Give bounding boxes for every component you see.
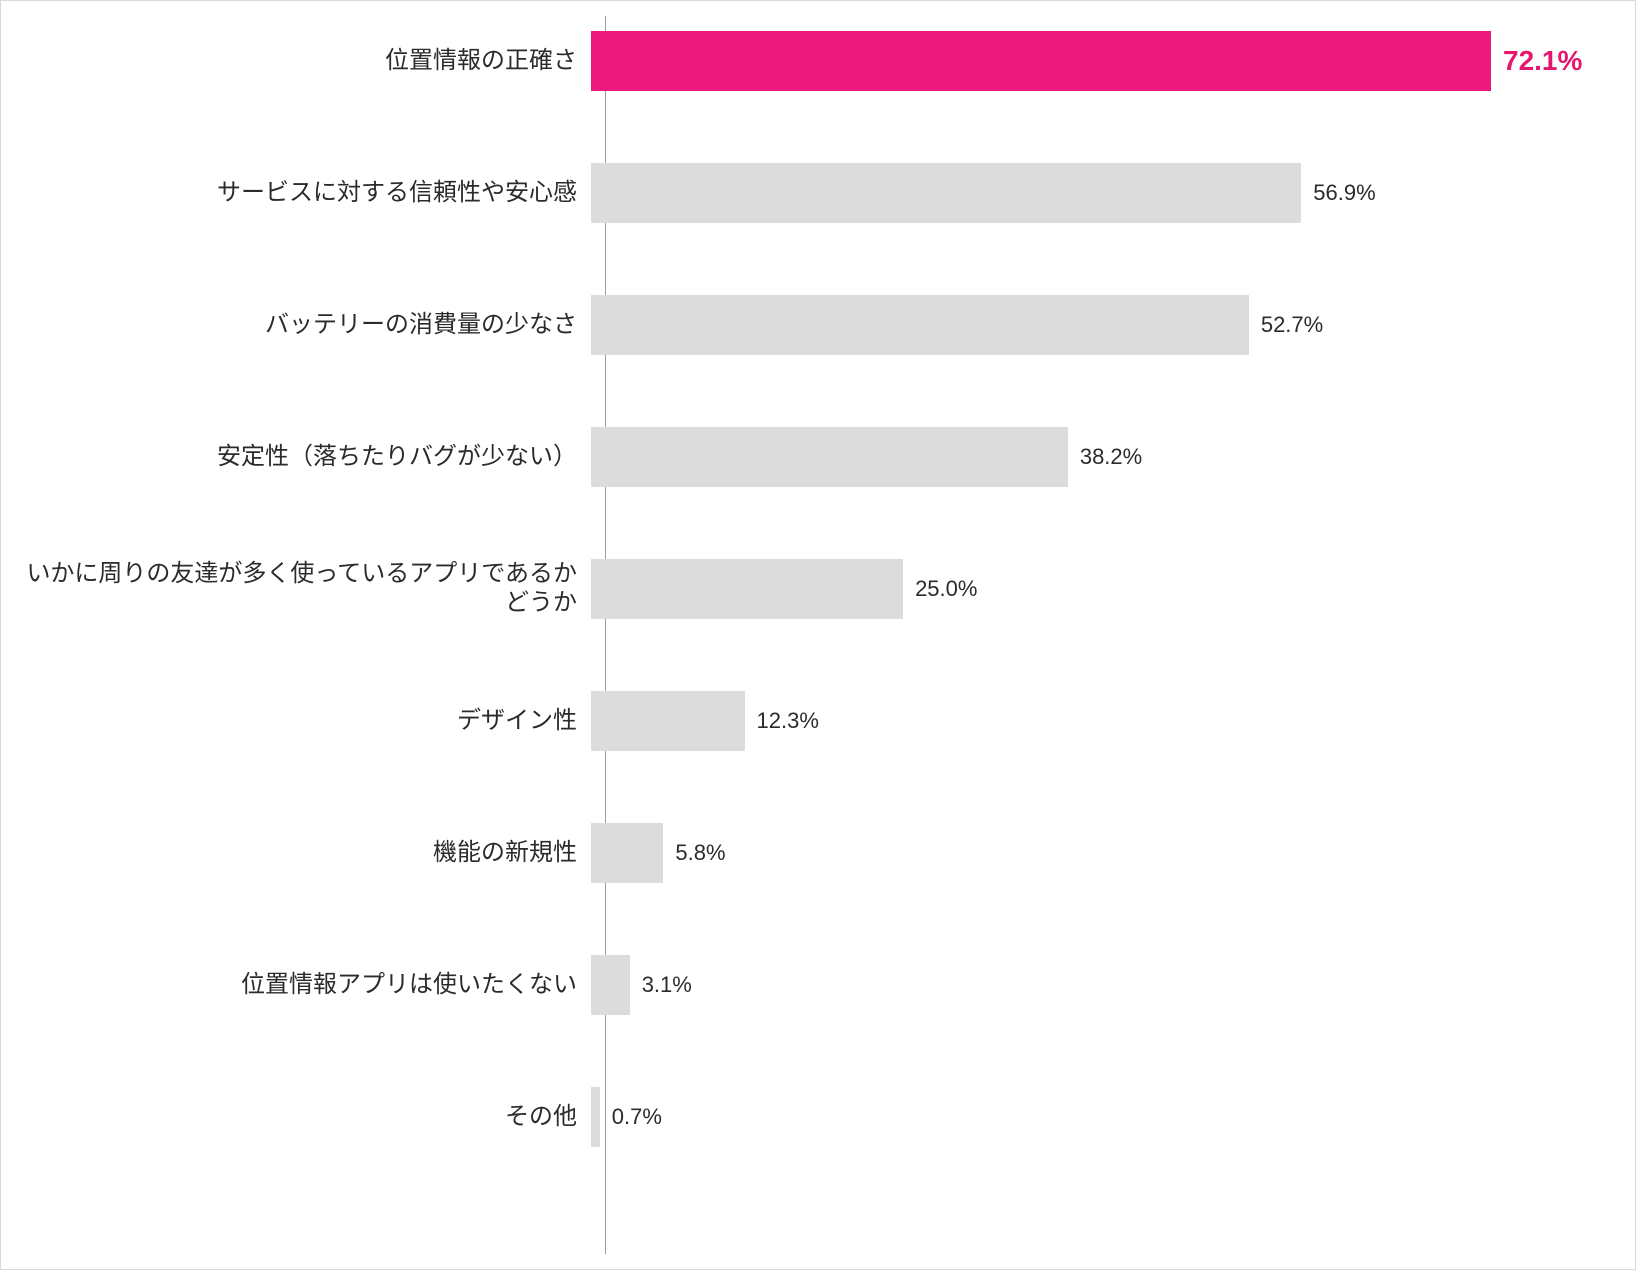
bar-value-label: 5.8% xyxy=(675,840,725,866)
bar-cell: 12.3% xyxy=(591,691,1615,751)
bar xyxy=(591,1087,600,1147)
bar-value-label: 56.9% xyxy=(1313,180,1375,206)
bar xyxy=(591,31,1491,91)
chart-rows: 位置情報の正確さ 72.1% サービスに対する信頼性や安心感 56.9% バッテリーの消… xyxy=(21,31,1615,1147)
bar-category-label: 機能の新規性 xyxy=(21,839,591,868)
chart-row: 安定性（落ちたりバグが少ない） 38.2% xyxy=(21,427,1615,487)
bar-category-label: 安定性（落ちたりバグが少ない） xyxy=(21,443,591,472)
chart-row: デザイン性 12.3% xyxy=(21,691,1615,751)
bar xyxy=(591,163,1301,223)
bar-cell: 5.8% xyxy=(591,823,1615,883)
chart-row: バッテリーの消費量の少なさ 52.7% xyxy=(21,295,1615,355)
bar-value-label: 0.7% xyxy=(612,1104,662,1130)
bar xyxy=(591,295,1249,355)
chart-row: サービスに対する信頼性や安心感 56.9% xyxy=(21,163,1615,223)
chart-row: その他 0.7% xyxy=(21,1087,1615,1147)
bar-category-label: 位置情報の正確さ xyxy=(21,47,591,76)
chart-row: 位置情報の正確さ 72.1% xyxy=(21,31,1615,91)
bar-cell: 56.9% xyxy=(591,163,1615,223)
bar-value-label: 3.1% xyxy=(642,972,692,998)
bar-value-label: 72.1% xyxy=(1503,45,1582,77)
bar-category-label: いかに周りの友達が多く使っているアプリであるかどうか xyxy=(21,560,591,618)
bar-category-label: サービスに対する信頼性や安心感 xyxy=(21,179,591,208)
bar xyxy=(591,427,1068,487)
bar-value-label: 12.3% xyxy=(757,708,819,734)
chart-row: いかに周りの友達が多く使っているアプリであるかどうか 25.0% xyxy=(21,559,1615,619)
bar-cell: 0.7% xyxy=(591,1087,1615,1147)
bar xyxy=(591,823,663,883)
bar-cell: 38.2% xyxy=(591,427,1615,487)
bar-category-label: デザイン性 xyxy=(21,707,591,736)
chart-row: 機能の新規性 5.8% xyxy=(21,823,1615,883)
bar-cell: 72.1% xyxy=(591,31,1615,91)
bar xyxy=(591,559,903,619)
bar-category-label: 位置情報アプリは使いたくない xyxy=(21,971,591,1000)
bar-value-label: 38.2% xyxy=(1080,444,1142,470)
bar-cell: 3.1% xyxy=(591,955,1615,1015)
bar-value-label: 25.0% xyxy=(915,576,977,602)
chart-row: 位置情報アプリは使いたくない 3.1% xyxy=(21,955,1615,1015)
bar-value-label: 52.7% xyxy=(1261,312,1323,338)
bar-category-label: バッテリーの消費量の少なさ xyxy=(21,311,591,340)
bar xyxy=(591,955,630,1015)
bar-cell: 25.0% xyxy=(591,559,1615,619)
chart-container: 位置情報の正確さ 72.1% サービスに対する信頼性や安心感 56.9% バッテリーの消… xyxy=(0,0,1636,1270)
bar-cell: 52.7% xyxy=(591,295,1615,355)
bar xyxy=(591,691,745,751)
bar-category-label: その他 xyxy=(21,1103,591,1132)
